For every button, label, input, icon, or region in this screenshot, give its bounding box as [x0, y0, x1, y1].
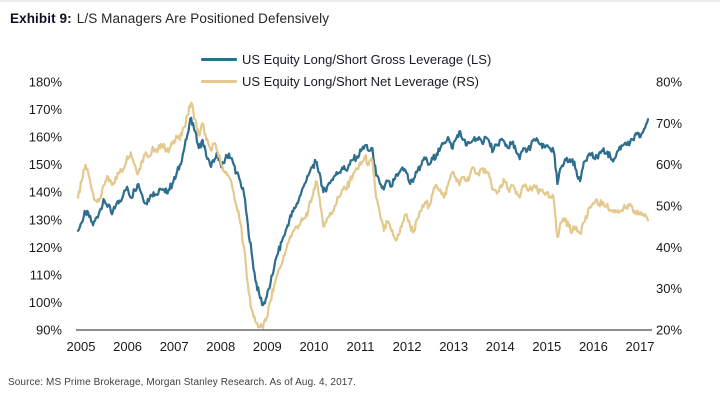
svg-text:2005: 2005: [67, 339, 96, 354]
svg-text:2016: 2016: [579, 339, 608, 354]
legend-label: US Equity Long/Short Net Leverage (RS): [242, 73, 480, 89]
svg-text:2015: 2015: [532, 339, 561, 354]
svg-text:130%: 130%: [29, 212, 63, 227]
svg-text:120%: 120%: [29, 240, 63, 255]
svg-text:40%: 40%: [656, 240, 682, 255]
svg-text:160%: 160%: [29, 130, 63, 145]
svg-text:80%: 80%: [656, 75, 682, 90]
source-note: Source: MS Prime Brokerage, Morgan Stanl…: [8, 377, 356, 388]
svg-text:2009: 2009: [253, 339, 282, 354]
chart-legend: US Equity Long/Short Gross Leverage (LS)…: [201, 48, 491, 92]
svg-text:2014: 2014: [486, 339, 515, 354]
svg-text:110%: 110%: [30, 267, 63, 282]
legend-label: US Equity Long/Short Gross Leverage (LS): [242, 51, 492, 67]
exhibit-title-text: L/S Managers Are Positioned Defensively: [76, 11, 330, 26]
svg-text:30%: 30%: [656, 281, 682, 296]
svg-text:140%: 140%: [29, 185, 63, 200]
exhibit-title: Exhibit 9: L/S Managers Are Positioned De…: [10, 11, 329, 26]
svg-text:2008: 2008: [206, 339, 235, 354]
svg-text:170%: 170%: [29, 102, 63, 117]
svg-text:60%: 60%: [656, 157, 682, 172]
svg-text:2010: 2010: [299, 339, 328, 354]
svg-text:180%: 180%: [29, 75, 63, 90]
svg-text:90%: 90%: [36, 323, 62, 338]
net-leverage-line-swatch: [201, 79, 237, 83]
leverage-chart: 90% 100% 110% 120% 130% 140% 150% 160% 170% 180% 2…: [29, 75, 683, 355]
svg-text:70%: 70%: [656, 116, 682, 131]
svg-text:100%: 100%: [29, 295, 63, 310]
svg-text:2017: 2017: [626, 339, 655, 354]
svg-text:2012: 2012: [393, 339, 422, 354]
exhibit-number: Exhibit 9:: [10, 11, 72, 26]
svg-text:2007: 2007: [160, 339, 189, 354]
svg-text:2013: 2013: [439, 339, 468, 354]
legend-item-net-leverage: US Equity Long/Short Net Leverage (RS): [201, 70, 491, 92]
svg-text:20%: 20%: [656, 323, 682, 338]
svg-text:50%: 50%: [656, 199, 682, 214]
svg-text:150%: 150%: [29, 157, 63, 172]
legend-item-gross-leverage: US Equity Long/Short Gross Leverage (LS): [201, 48, 491, 70]
svg-text:2011: 2011: [347, 339, 375, 354]
gross-leverage-line-swatch: [201, 57, 237, 61]
svg-text:2006: 2006: [113, 339, 142, 354]
